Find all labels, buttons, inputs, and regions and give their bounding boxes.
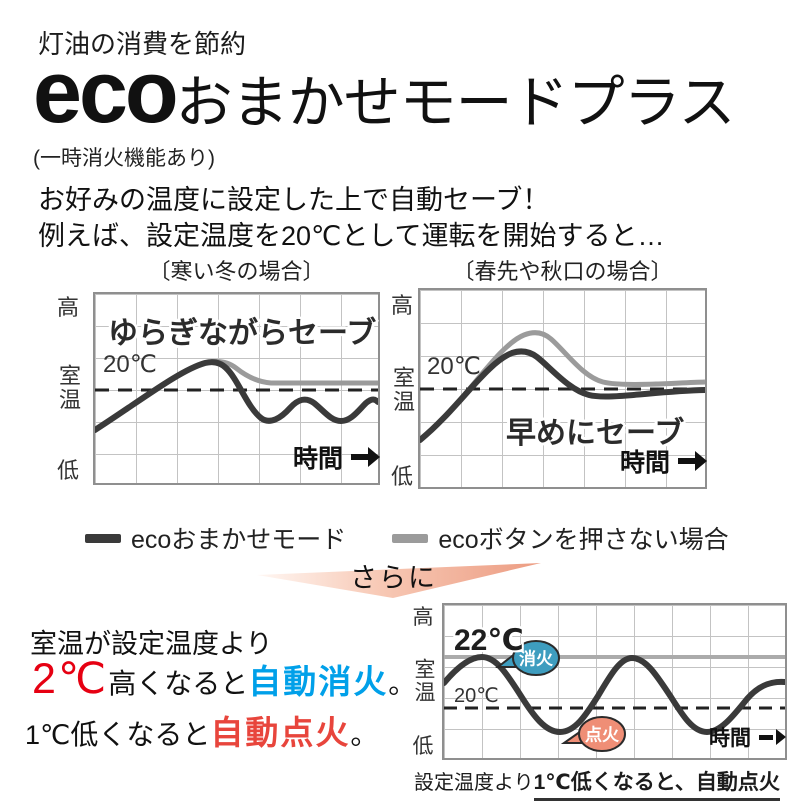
room-temp-wave-line xyxy=(444,653,785,736)
winter-setpoint-label: 20℃ xyxy=(103,351,157,378)
title-eco-logo: eco xyxy=(33,42,179,141)
winter-y-axis: 高 室温 低 xyxy=(52,290,84,485)
cycle-y-high: 高 xyxy=(412,606,434,629)
minus-one-degree: 1℃ xyxy=(25,720,71,750)
auto-ignite-label: 自動点火 xyxy=(210,714,351,751)
cycle-caption-bold: 1℃低くなると、自動点火 xyxy=(533,766,780,801)
feature-line-3: 1℃ 低くなると 自動点火 。 xyxy=(25,706,378,754)
cycle-chart-plot: 消火 点火 xyxy=(444,640,785,752)
title-mode-name: おまかせモードプラス xyxy=(175,71,736,135)
winter-y-low: 低 xyxy=(56,458,79,483)
intro-text: お好みの温度に設定した上で自動セーブ！ 例えば、設定温度を20℃として運転を開始… xyxy=(38,182,665,254)
cycle-y-mid: 室温 xyxy=(412,657,435,704)
spring-annotation: 早めにセーブ xyxy=(506,417,685,450)
legend-no-eco-label: ecoボタンを押さない場合 xyxy=(438,526,729,554)
winter-y-mid: 室温 xyxy=(56,363,81,412)
spring-x-axis: 時間 xyxy=(620,443,695,479)
spring-y-high: 高 xyxy=(390,293,413,318)
spring-chart: 早めにセーブ 20℃ 時間 xyxy=(418,288,707,489)
plus-two-degrees: 2℃ xyxy=(32,655,109,703)
banner-chevron-shape xyxy=(257,563,541,598)
cycle-y-axis: 高 室温 低 xyxy=(408,601,438,760)
extinguish-bubble-label: 消火 xyxy=(519,649,554,669)
spring-eco-series-line xyxy=(420,348,705,443)
feature-line-3-mid: 低くなると xyxy=(70,719,211,750)
ignite-bubble-body xyxy=(578,716,626,752)
spring-chart-caption: 〔春先や秋口の場合〕 xyxy=(452,259,673,284)
cycle-x-label: 時間 xyxy=(709,727,751,750)
legend-item-no-eco: ecoボタンを押さない場合 xyxy=(392,520,729,556)
cycle-chart-caption: 設定温度より 1℃低くなると、自動点火 xyxy=(414,766,780,801)
winter-x-label: 時間 xyxy=(292,445,343,473)
tagline: 灯油の消費を節約 xyxy=(38,29,247,59)
chart-legend: ecoおまかせモード ecoボタンを押さない場合 xyxy=(85,520,745,556)
cycle-setpoint-label: 20℃ xyxy=(454,685,499,707)
winter-eco-series-line xyxy=(95,359,378,433)
winter-y-high: 高 xyxy=(56,295,79,320)
feature-line-2: 2℃ 高くなると 自動消火 。 xyxy=(32,654,416,704)
spring-y-axis: 高 室温 低 xyxy=(386,288,418,491)
winter-chart: ゆらぎながらセーブ 20℃ 時間 xyxy=(93,292,380,485)
cycle-x-axis: 時間 xyxy=(709,722,773,752)
page-title: eco おまかせモードプラス xyxy=(33,48,735,136)
extinguish-bubble: 消火 xyxy=(495,640,560,676)
winter-x-axis: 時間 xyxy=(293,439,368,475)
right-arrow-icon xyxy=(678,458,695,464)
furthermore-banner-arrow xyxy=(257,563,541,598)
cycle-caption-plain: 設定温度より xyxy=(414,772,534,794)
feature-line-2-period: 。 xyxy=(388,668,417,699)
winter-chart-caption: 〔寒い冬の場合〕 xyxy=(148,259,325,284)
legend-eco-label: ecoおまかせモード xyxy=(131,526,347,554)
gray-line-swatch xyxy=(392,533,429,543)
right-arrow-icon xyxy=(351,454,368,460)
right-arrow-icon xyxy=(759,734,773,740)
extinguish-bubble-body xyxy=(512,640,560,676)
cycle-chart: 消火 点火 22℃ 20℃ 時間 xyxy=(442,603,787,760)
feature-line-3-period: 。 xyxy=(350,719,379,750)
feature-line-2-mid: 高くなると xyxy=(108,668,249,699)
winter-annotation: ゆらぎながらセーブ xyxy=(108,317,377,350)
legend-item-eco: ecoおまかせモード xyxy=(85,520,346,556)
spring-x-label: 時間 xyxy=(619,449,670,477)
intro-line-2: 例えば、設定温度を20℃として運転を開始すると… xyxy=(38,221,665,251)
ignite-bubble: 点火 xyxy=(560,716,626,752)
subtitle-note: (一時消火機能あり) xyxy=(33,147,215,170)
cycle-y-low: 低 xyxy=(412,735,434,758)
ignite-bubble-label: 点火 xyxy=(585,725,620,745)
spring-chart-plot xyxy=(420,330,705,443)
intro-line-1: お好みの温度に設定した上で自動セーブ！ xyxy=(38,185,550,215)
feature-line-1: 室温が設定温度より xyxy=(30,629,273,659)
auto-extinguish-label: 自動消火 xyxy=(248,663,389,700)
spring-setpoint-label: 20℃ xyxy=(427,353,481,380)
dark-line-swatch xyxy=(85,533,121,543)
spring-y-low: 低 xyxy=(390,464,413,489)
furthermore-label: さらに xyxy=(350,563,437,593)
upper-temp-label: 22℃ xyxy=(454,624,524,657)
winter-chart-plot xyxy=(95,358,378,433)
spring-y-mid: 室温 xyxy=(390,365,415,414)
